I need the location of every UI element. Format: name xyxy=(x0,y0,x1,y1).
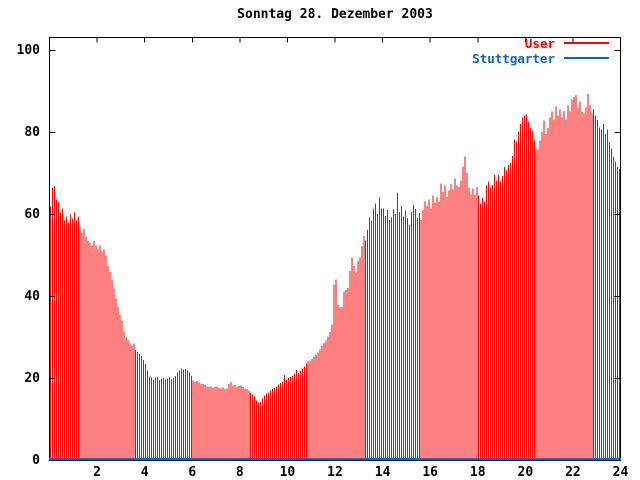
x-tick-label: 8 xyxy=(235,465,244,480)
x-tick-label: 18 xyxy=(469,465,486,480)
x-tick-label: 14 xyxy=(374,465,391,480)
x-tick-label: 16 xyxy=(422,465,438,480)
y-tick-label: 40 xyxy=(24,288,40,304)
y-tick-label: 60 xyxy=(24,206,40,222)
x-tick-label: 12 xyxy=(327,465,343,480)
chart-title: Sonntag 28. Dezember 2003 xyxy=(237,7,433,22)
y-tick-label: 0 xyxy=(32,452,40,468)
legend-label-user: User xyxy=(524,35,555,51)
y-tick-label: 20 xyxy=(24,370,40,386)
x-tick-label: 4 xyxy=(140,465,149,480)
x-tick-label: 24 xyxy=(612,465,629,480)
legend: User Stuttgarter xyxy=(472,35,609,66)
plot-border xyxy=(49,37,621,461)
legend-line-sample-stuttgarter xyxy=(564,57,609,59)
y-tick-label: 100 xyxy=(16,42,40,58)
legend-line-sample-user xyxy=(564,42,609,44)
legend-entry-stuttgarter: Stuttgarter xyxy=(472,50,609,66)
y-tick-label: 80 xyxy=(24,124,40,140)
x-tick-label: 2 xyxy=(93,465,101,480)
legend-label-stuttgarter: Stuttgarter xyxy=(472,50,555,66)
x-tick-label: 10 xyxy=(279,465,296,480)
legend-entry-user: User xyxy=(472,35,609,51)
x-tick-label: 22 xyxy=(565,465,581,480)
x-tick-label: 20 xyxy=(517,465,534,480)
x-tick-label: 6 xyxy=(188,465,197,480)
series-user-impulses xyxy=(49,94,621,461)
